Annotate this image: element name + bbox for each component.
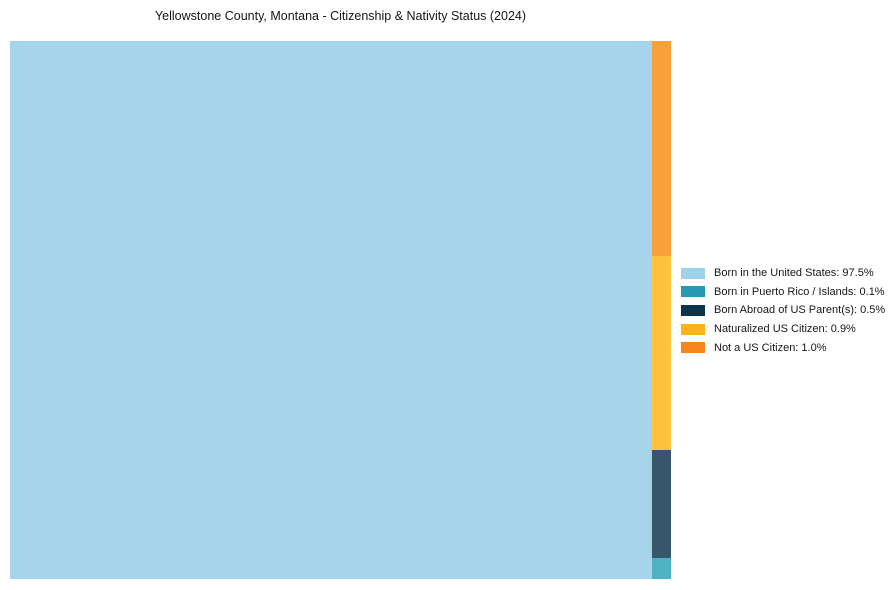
chart-title: Yellowstone County, Montana - Citizenshi…: [154, 9, 527, 23]
legend-label: Naturalized US Citizen: 0.9%: [714, 323, 856, 336]
treemap-segment-not-a-us-citizen: [652, 41, 671, 256]
legend-label: Born Abroad of US Parent(s): 0.5%: [714, 304, 886, 317]
legend-swatch: [681, 323, 705, 335]
legend-item-born-abroad-of-us-parent-s: Born Abroad of US Parent(s): 0.5%: [681, 301, 885, 320]
legend-label: Born in the United States: 97.5%: [714, 267, 874, 280]
legend-label: Born in Puerto Rico / Islands: 0.1%: [714, 285, 885, 298]
legend-swatch: [681, 267, 705, 279]
legend-item-born-in-puerto-rico-islands: Born in Puerto Rico / Islands: 0.1%: [681, 283, 885, 302]
treemap-segment-born-abroad-of-us-parent-s: [652, 450, 671, 558]
treemap-segment-born-in-puerto-rico-islands: [652, 558, 671, 579]
treemap-plot: [10, 41, 671, 579]
legend-swatch: [681, 304, 705, 316]
treemap-segment-born-in-the-united-states: [10, 41, 652, 579]
treemap-segment-naturalized-us-citizen: [652, 256, 671, 450]
legend-item-born-in-the-united-states: Born in the United States: 97.5%: [681, 264, 885, 283]
legend-label: Not a US Citizen: 1.0%: [714, 341, 827, 354]
legend-item-naturalized-us-citizen: Naturalized US Citizen: 0.9%: [681, 320, 885, 339]
legend-swatch: [681, 342, 705, 354]
legend-swatch: [681, 286, 705, 298]
legend: Born in the United States: 97.5% Born in …: [681, 264, 885, 357]
legend-item-not-a-us-citizen: Not a US Citizen: 1.0%: [681, 338, 885, 357]
